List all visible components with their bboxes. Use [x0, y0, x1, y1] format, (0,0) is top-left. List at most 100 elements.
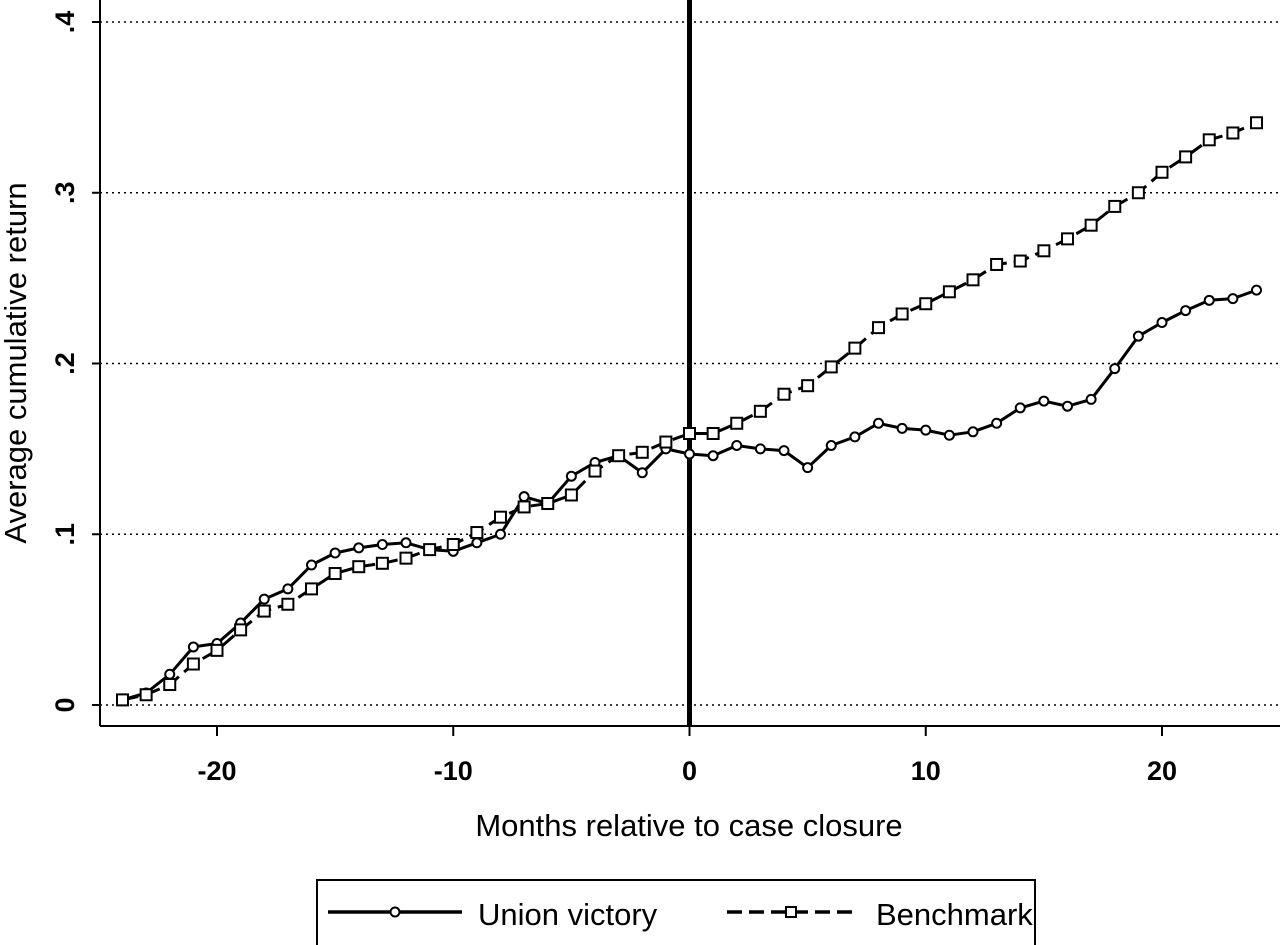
data-point-union-victory [1180, 305, 1192, 317]
data-point-union-victory [400, 537, 412, 549]
data-point-union-victory [920, 424, 932, 436]
data-point-union-victory [376, 538, 388, 550]
data-point-union-victory [731, 439, 743, 451]
data-point-benchmark [1202, 133, 1216, 147]
data-point-union-victory [991, 417, 1003, 429]
x-tick-label: 20 [1147, 756, 1177, 786]
data-point-union-victory [1014, 402, 1026, 414]
data-point-union-victory [1251, 284, 1262, 296]
data-point-union-victory [187, 641, 199, 653]
x-axis-title: Months relative to case closure [475, 808, 902, 843]
y-tick-label: 0 [50, 697, 80, 712]
data-point-benchmark [423, 543, 437, 557]
legend-union-victory-label: Union victory [478, 897, 658, 932]
data-point-benchmark [730, 416, 744, 430]
data-point-benchmark [824, 360, 838, 374]
data-point-benchmark [328, 567, 342, 581]
data-point-benchmark [1179, 150, 1193, 164]
x-ticks: -20 -10 0 10 20 [197, 726, 1177, 786]
data-point-union-victory [825, 439, 837, 451]
data-point-union-victory [1062, 400, 1073, 412]
y-axis-title: Average cumulative return [0, 182, 33, 543]
data-point-benchmark [895, 307, 909, 321]
data-point-union-victory [1203, 294, 1215, 306]
y-tick-label: .4 [50, 11, 80, 34]
data-point-union-victory [1085, 393, 1097, 405]
data-point-union-victory [943, 429, 955, 441]
data-point-benchmark [1013, 254, 1027, 268]
data-point-benchmark [234, 623, 248, 637]
data-point-benchmark [1226, 126, 1240, 140]
legend-union-victory-marker [389, 906, 401, 918]
data-point-benchmark [163, 678, 177, 692]
data-point-benchmark [517, 500, 531, 514]
data-point-benchmark [801, 379, 815, 393]
data-point-union-victory [565, 470, 577, 482]
legend-benchmark-marker [785, 906, 797, 918]
data-point-benchmark [470, 526, 484, 540]
data-point-union-victory [1109, 363, 1121, 375]
data-point-benchmark [1037, 244, 1051, 258]
y-tick-label: .2 [50, 352, 80, 375]
x-tick-label: 10 [911, 756, 941, 786]
data-point-benchmark [305, 582, 318, 596]
data-point-union-victory [471, 537, 483, 549]
data-point-benchmark [612, 449, 626, 463]
data-point-benchmark [966, 273, 980, 287]
data-point-benchmark [942, 285, 956, 299]
data-point-union-victory [518, 491, 530, 503]
data-point-union-victory [636, 467, 648, 479]
y-ticks: 0 .1 .2 .3 .4 [50, 11, 100, 713]
data-point-union-victory [684, 448, 695, 460]
series-union-victory [117, 284, 1262, 706]
data-point-union-victory [1227, 293, 1239, 305]
x-tick-label: -20 [197, 756, 236, 786]
data-point-benchmark [564, 488, 578, 502]
data-point-union-victory [873, 417, 884, 429]
data-point-union-victory [967, 426, 979, 438]
data-point-union-victory [1038, 395, 1050, 407]
data-point-benchmark [281, 597, 295, 611]
data-point-union-victory [896, 422, 908, 434]
data-point-union-victory [1132, 330, 1144, 342]
data-point-benchmark [872, 321, 885, 335]
data-point-union-victory [282, 583, 294, 595]
data-point-benchmark [659, 435, 673, 449]
data-point-union-victory [802, 462, 814, 474]
data-point-benchmark [919, 297, 933, 311]
data-point-benchmark [375, 556, 389, 570]
data-point-union-victory [778, 445, 790, 457]
data-point-benchmark [399, 551, 413, 565]
data-point-union-victory [707, 450, 719, 462]
y-tick-label: .1 [50, 523, 80, 546]
data-point-union-victory [754, 443, 766, 455]
data-point-benchmark [1131, 186, 1145, 200]
x-tick-label: -10 [434, 756, 473, 786]
data-point-benchmark [257, 604, 271, 618]
data-point-union-victory [353, 542, 365, 554]
series-layer [116, 116, 1263, 707]
data-point-benchmark [352, 560, 366, 574]
data-point-union-victory [495, 528, 506, 540]
series-benchmark [116, 116, 1263, 707]
data-point-benchmark [139, 688, 153, 702]
data-point-benchmark [753, 404, 767, 418]
data-point-benchmark [635, 445, 649, 459]
legend-benchmark-label: Benchmark [876, 897, 1033, 932]
data-point-union-victory [164, 668, 176, 680]
data-point-benchmark [494, 510, 507, 524]
data-point-union-victory [306, 559, 317, 571]
data-point-benchmark [541, 497, 555, 511]
data-point-benchmark [706, 427, 720, 441]
data-point-benchmark [777, 387, 791, 401]
data-point-benchmark [1155, 165, 1169, 179]
x-tick-label: 0 [682, 756, 697, 786]
data-point-benchmark [1108, 199, 1122, 213]
data-point-benchmark [1250, 116, 1263, 130]
data-point-benchmark [683, 427, 696, 441]
legend: Union victory Benchmark [316, 879, 1036, 945]
data-point-benchmark [848, 341, 862, 355]
y-tick-label: .3 [50, 181, 80, 204]
data-point-benchmark [1084, 218, 1098, 232]
